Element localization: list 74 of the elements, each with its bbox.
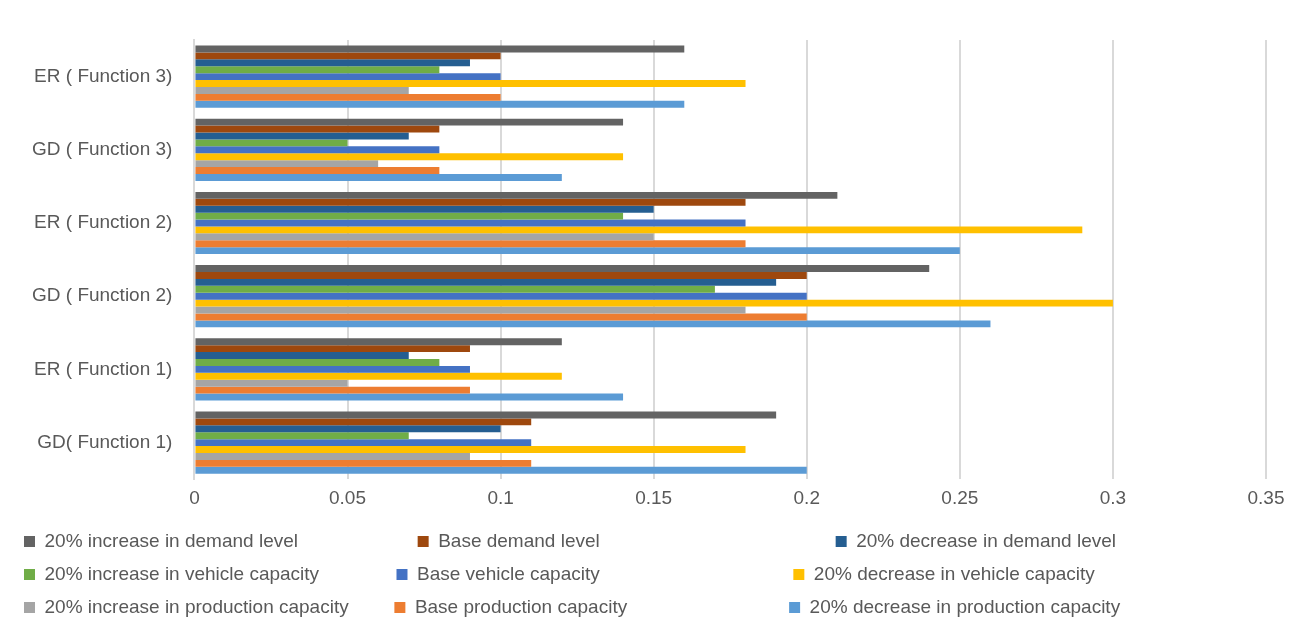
bar — [195, 446, 746, 453]
bar — [195, 320, 991, 328]
bar — [195, 466, 807, 474]
bar — [195, 59, 470, 67]
bar — [195, 191, 838, 199]
bar — [195, 386, 470, 394]
legend-label: Base vehicle capacity — [416, 562, 780, 584]
bar — [195, 265, 930, 272]
legend-label: 20% increase in demand level — [44, 529, 404, 551]
bar — [195, 100, 685, 108]
x-tick-label: 0 — [189, 486, 200, 508]
bar — [195, 73, 501, 81]
bar — [195, 345, 470, 353]
bar — [195, 233, 654, 241]
bar — [195, 418, 532, 426]
bar — [195, 139, 348, 147]
bar — [195, 66, 440, 74]
legend-label: 20% decrease in vehicle capacity — [813, 562, 1159, 584]
bar — [195, 205, 654, 213]
legend-label: 20% decrease in demand level — [856, 529, 1222, 551]
y-tick-label: ER ( Function 2) — [34, 211, 173, 233]
y-tick-label: GD ( Function 3) — [31, 138, 173, 160]
bar — [195, 45, 685, 53]
bar — [195, 285, 715, 293]
x-tick-label: 0.35 — [1247, 486, 1285, 508]
bar — [195, 425, 501, 433]
x-tick-label: 0.1 — [487, 486, 514, 508]
x-tick-label: 0.05 — [329, 486, 366, 508]
y-tick-label: ER ( Function 1) — [34, 357, 173, 379]
bar — [195, 452, 470, 460]
bar — [195, 198, 746, 206]
bar — [195, 80, 746, 87]
bar — [195, 160, 379, 168]
bar — [195, 167, 440, 174]
bar — [195, 272, 807, 279]
legend-label: 20% increase in production capacity — [44, 595, 381, 617]
bar — [195, 432, 409, 440]
legend-label: Base production capacity — [414, 595, 776, 617]
bar — [195, 247, 960, 255]
bar — [195, 411, 777, 419]
bar — [195, 439, 532, 447]
x-tick-label: 0.3 — [1099, 486, 1127, 508]
x-tick-label: 0.2 — [793, 486, 820, 508]
legend-label: 20% increase in vehicle capacity — [44, 562, 383, 584]
x-tick-label: 0.15 — [635, 486, 673, 508]
bar — [195, 86, 409, 94]
bar — [195, 93, 501, 101]
bar — [195, 278, 777, 286]
bar — [195, 240, 746, 248]
bar — [195, 359, 440, 366]
y-tick-label: GD( Function 1) — [37, 430, 173, 452]
bar — [195, 393, 624, 401]
bar — [195, 118, 624, 126]
bar — [195, 313, 807, 321]
bar — [195, 146, 440, 154]
bar — [195, 174, 562, 181]
y-tick-label: GD ( Function 2) — [31, 284, 173, 306]
bar — [195, 372, 562, 380]
bar — [195, 299, 1113, 307]
bar — [195, 365, 470, 373]
y-tick-label: ER ( Function 3) — [34, 64, 173, 86]
bar — [195, 125, 440, 133]
legend-label: Base demand level — [438, 529, 822, 551]
x-tick-label: 0.25 — [941, 486, 979, 508]
bar — [195, 338, 562, 346]
bar — [195, 459, 532, 467]
bar — [195, 212, 624, 220]
bar — [195, 379, 348, 387]
bar — [195, 226, 1083, 234]
bar — [195, 153, 624, 161]
bar — [195, 292, 807, 300]
legend-label: 20% decrease in production capacity — [809, 595, 1152, 617]
bar — [195, 352, 409, 360]
bar — [195, 52, 501, 60]
